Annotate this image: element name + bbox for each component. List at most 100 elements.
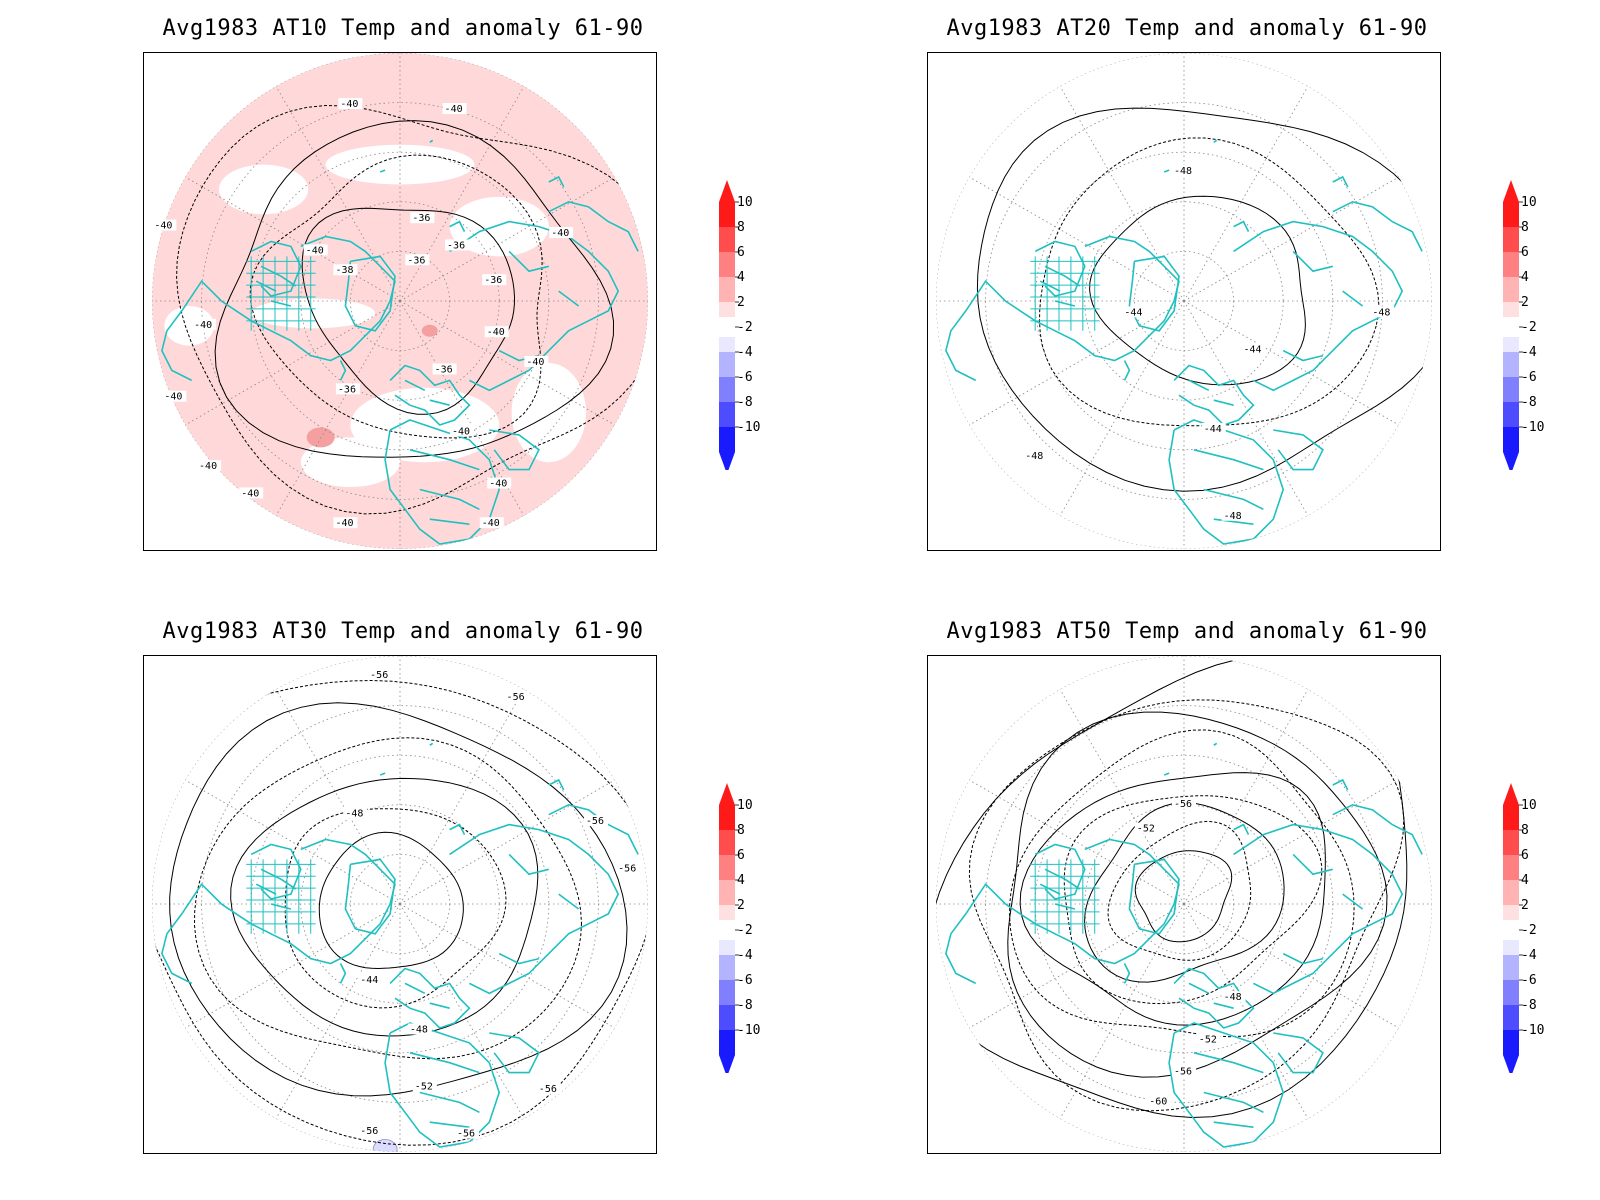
colorbar-tick-label: 6 xyxy=(1521,245,1529,260)
colorbar-segment xyxy=(1503,855,1519,880)
colorbar-segment xyxy=(719,402,735,427)
contour-label: -40 xyxy=(164,392,182,403)
contour-label: -56 xyxy=(1174,799,1192,810)
colorbar-tick-label: 8 xyxy=(737,823,745,838)
contour-label: -40 xyxy=(154,221,172,232)
colorbar-segment xyxy=(719,805,735,830)
colorbar-arrow-up xyxy=(1503,180,1519,202)
contour-label: -56 xyxy=(586,816,604,827)
contour-label: -44 xyxy=(1243,345,1261,356)
colorbar-tick-label: -6 xyxy=(1521,370,1537,385)
colorbar-tick-label: -4 xyxy=(1521,345,1537,360)
colorbar-tick-label: -4 xyxy=(737,345,753,360)
anomaly-patch xyxy=(372,1139,398,1152)
graticule xyxy=(152,656,648,1152)
panel-title: Avg1983 AT10 Temp and anomaly 61-90 xyxy=(162,16,644,41)
contour-label: -48 xyxy=(410,1024,428,1035)
panel-title: Avg1983 AT30 Temp and anomaly 61-90 xyxy=(162,619,644,644)
contour-label: -52 xyxy=(1199,1034,1217,1045)
colorbar-segment xyxy=(1503,955,1519,980)
contour-label: -40 xyxy=(340,99,358,110)
colorbar-arrow-up xyxy=(719,180,735,202)
contour-label: -36 xyxy=(484,275,502,286)
colorbar: 10 8 6 4 2 -2 -4 -6 -8 -10 xyxy=(1503,180,1544,470)
colorbar-tick-label: 6 xyxy=(737,848,745,863)
contour-label: -56 xyxy=(370,670,388,681)
colorbar: 10 8 6 4 2 -2 -4 -6 -8 -10 xyxy=(719,180,760,470)
colorbar-segment xyxy=(1503,202,1519,227)
colorbar-neutral xyxy=(719,920,735,940)
panel-title: Avg1983 AT50 Temp and anomaly 61-90 xyxy=(946,619,1428,644)
contour-label: -40 xyxy=(199,461,217,472)
contour-label: -48 xyxy=(345,809,363,820)
contour-label: -52 xyxy=(415,1082,433,1093)
colorbar-neutral xyxy=(719,317,735,337)
colorbar-tick-label: 10 xyxy=(1521,195,1537,210)
panel-at10: Avg1983 AT10 Temp and anomaly 61-90 -40 -… xyxy=(143,0,863,560)
colorbar-tick-label: -4 xyxy=(737,948,753,963)
contour-label: -40 xyxy=(194,320,212,331)
colorbar-tick-label: 10 xyxy=(1521,798,1537,813)
coastlines xyxy=(161,139,639,545)
colorbar-tick-label: 4 xyxy=(1521,270,1529,285)
colorbar-segment xyxy=(1503,402,1519,427)
colorbar-arrow-down xyxy=(719,1055,735,1073)
colorbar-tick-label: 8 xyxy=(737,220,745,235)
colorbar-segment xyxy=(1503,227,1519,252)
colorbar-segment xyxy=(1503,980,1519,1005)
colorbar-tick-label: 4 xyxy=(737,270,745,285)
anomaly-patch xyxy=(421,324,438,337)
colorbar-tick-label: -8 xyxy=(1521,998,1537,1013)
colorbar-neutral xyxy=(1503,920,1519,940)
colorbar-segment xyxy=(719,855,735,880)
contour-label: -56 xyxy=(507,692,525,703)
contour-label: -40 xyxy=(487,327,505,338)
colorbar: 10 8 6 4 2 -2 -4 -6 -8 -10 xyxy=(719,783,760,1073)
colorbar-segment xyxy=(1503,830,1519,855)
contour-label: -56 xyxy=(1174,1067,1192,1078)
colorbar-segment xyxy=(719,377,735,402)
colorbar-segment xyxy=(719,352,735,377)
colorbar-tick-label: -6 xyxy=(737,973,753,988)
colorbar-tick-label: 6 xyxy=(1521,848,1529,863)
panel-at50: Avg1983 AT50 Temp and anomaly 61-90 -56 -… xyxy=(927,603,1600,1163)
polar-map-frame: -48 -44 -44 -48 -44 -48 -48 xyxy=(927,52,1441,551)
contours xyxy=(936,656,1408,1119)
colorbar-tick-label: 4 xyxy=(1521,873,1529,888)
colorbar-segment xyxy=(1503,277,1519,302)
contour-label: -40 xyxy=(489,479,507,490)
colorbar-tick-label: 2 xyxy=(1521,898,1529,913)
panel-title: Avg1983 AT20 Temp and anomaly 61-90 xyxy=(946,16,1428,41)
contour-label: -44 xyxy=(1204,424,1222,435)
colorbar-segment xyxy=(719,202,735,227)
colorbar-neutral xyxy=(1503,317,1519,337)
polar-map-frame: -56 -56 -56 -48 -56 -44 -48 -52 -56 -56 -56 xyxy=(143,655,657,1154)
contour-label: -48 xyxy=(1372,307,1390,318)
colorbar-tick-label: -2 xyxy=(737,923,753,938)
colorbar-segment xyxy=(719,980,735,1005)
colorbar-segment xyxy=(1503,427,1519,452)
colorbar-arrow-up xyxy=(1503,783,1519,805)
colorbar-tick-label: 10 xyxy=(737,195,753,210)
colorbar-tick-label: 2 xyxy=(737,295,745,310)
colorbar-tick-label: -2 xyxy=(1521,923,1537,938)
colorbar-tick-label: -10 xyxy=(737,420,760,435)
colorbar-arrow-down xyxy=(719,452,735,470)
panel-at30: Avg1983 AT30 Temp and anomaly 61-90 -56 -… xyxy=(143,603,863,1163)
colorbar-segment xyxy=(1503,805,1519,830)
colorbar-segment xyxy=(719,1030,735,1055)
colorbar-tick-label: -8 xyxy=(737,998,753,1013)
contour-label: -40 xyxy=(526,357,544,368)
contour-label: -44 xyxy=(360,975,378,986)
colorbar-segment xyxy=(719,252,735,277)
colorbar-tick-label: -8 xyxy=(1521,395,1537,410)
colorbar-tick-label: 4 xyxy=(737,873,745,888)
colorbar-tick-label: 6 xyxy=(737,245,745,260)
colorbar-tick-label: -10 xyxy=(1521,1023,1544,1038)
polar-map: -56 -52 -48 -52 -56 -60 xyxy=(936,656,1432,1152)
anomaly-shading xyxy=(372,1139,398,1152)
contour-label: -44 xyxy=(1124,307,1142,318)
colorbar-segment xyxy=(1503,1030,1519,1055)
colorbar-segment xyxy=(719,427,735,452)
colorbar-tick-label: 10 xyxy=(737,798,753,813)
